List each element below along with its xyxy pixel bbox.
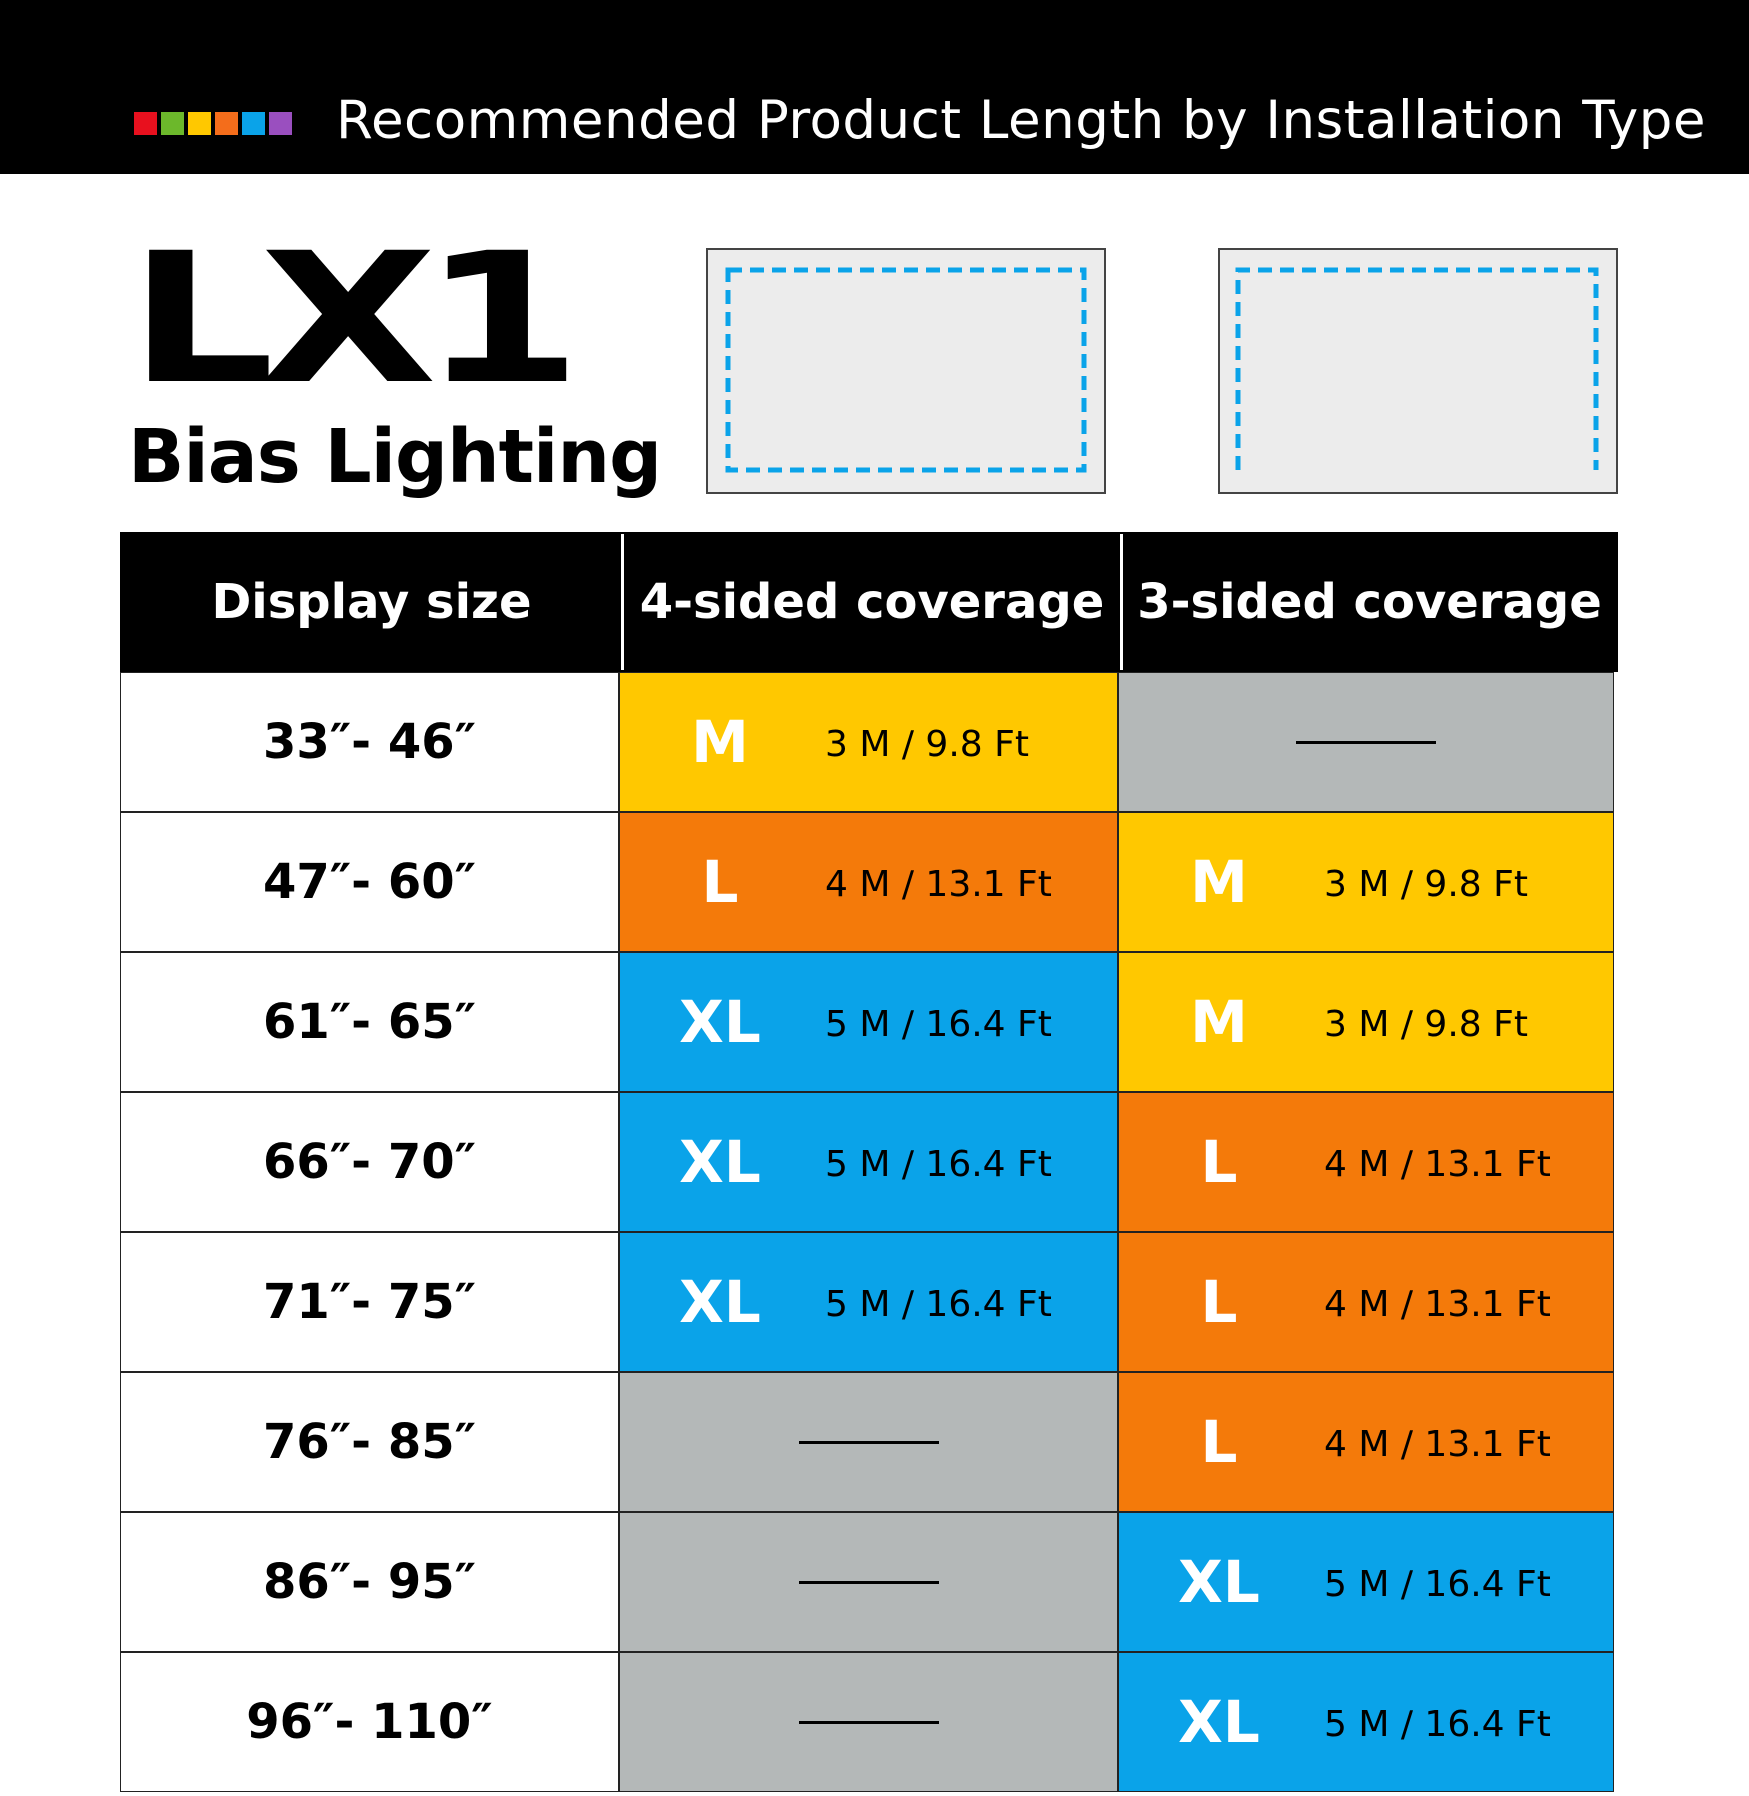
product-length: 5 M / 16.4 Ft [1324,1563,1551,1605]
product-length: 3 M / 9.8 Ft [1324,1003,1528,1045]
four-sided-dashed-outline-icon [725,267,1087,473]
3-sided-product-cell: M 3 M / 9.8 Ft [1118,812,1614,952]
3-sided-product-cell: M 3 M / 9.8 Ft [1118,952,1614,1092]
not-applicable-dash-icon [798,1720,939,1724]
product-size-code: L [1200,1268,1238,1336]
table-row: 86″- 95″ XL 5 M / 16.4 Ft [120,1512,1618,1652]
color-swatch [188,112,211,135]
display-size-cell: 66″- 70″ [120,1092,619,1232]
three-sided-diagram [1218,248,1618,494]
display-size-cell: 96″- 110″ [120,1652,619,1792]
4-sided-product-cell: XL 5 M / 16.4 Ft [619,952,1118,1092]
product-size-code: XL [1178,1688,1260,1756]
product-name: Bias Lighting [128,414,662,500]
product-size-code: M [691,708,749,776]
not-applicable-dash-icon [1296,740,1436,744]
table-row: 66″- 70″ XL 5 M / 16.4 Ft L 4 M / 13.1 Ft [120,1092,1618,1232]
color-swatch [242,112,265,135]
4-sided-product-cell: L 4 M / 13.1 Ft [619,812,1118,952]
3-sided-not-applicable-cell [1118,672,1614,812]
product-size-code: XL [679,988,761,1056]
header-4-sided: 4-sided coverage [621,534,1120,670]
product-size-code: XL [679,1268,761,1336]
sizing-table: Display size 4-sided coverage 3-sided co… [120,532,1618,1792]
header-3-sided: 3-sided coverage [1120,534,1616,670]
product-length: 5 M / 16.4 Ft [825,1143,1052,1185]
4-sided-product-cell: XL 5 M / 16.4 Ft [619,1092,1118,1232]
4-sided-product-cell: XL 5 M / 16.4 Ft [619,1232,1118,1372]
color-swatch [134,112,157,135]
product-length: 4 M / 13.1 Ft [1324,1423,1551,1465]
brand-logo: LX1 [128,215,582,424]
4-sided-product-cell: M 3 M / 9.8 Ft [619,672,1118,812]
product-length: 4 M / 13.1 Ft [1324,1283,1551,1325]
color-swatch [269,112,292,135]
page-title: Recommended Product Length by Installati… [336,90,1707,151]
product-size-code: L [701,848,739,916]
header-bar: Recommended Product Length by Installati… [0,0,1749,174]
product-length: 4 M / 13.1 Ft [1324,1143,1551,1185]
3-sided-product-cell: L 4 M / 13.1 Ft [1118,1092,1614,1232]
table-row: 61″- 65″ XL 5 M / 16.4 Ft M 3 M / 9.8 Ft [120,952,1618,1092]
4-sided-not-applicable-cell [619,1512,1118,1652]
product-length: 5 M / 16.4 Ft [825,1283,1052,1325]
display-size-cell: 71″- 75″ [120,1232,619,1372]
product-length: 3 M / 9.8 Ft [825,723,1029,765]
header-display-size: Display size [211,574,532,630]
four-sided-diagram [706,248,1106,494]
display-size-cell: 33″- 46″ [120,672,619,812]
display-size-cell: 47″- 60″ [120,812,619,952]
3-sided-product-cell: L 4 M / 13.1 Ft [1118,1232,1614,1372]
not-applicable-dash-icon [798,1440,939,1444]
color-swatch [161,112,184,135]
color-swatch [215,112,238,135]
product-length: 3 M / 9.8 Ft [1324,863,1528,905]
product-size-code: L [1200,1128,1238,1196]
color-swatches [134,112,292,135]
display-size-cell: 61″- 65″ [120,952,619,1092]
not-applicable-dash-icon [798,1580,939,1584]
product-length: 5 M / 16.4 Ft [825,1003,1052,1045]
4-sided-not-applicable-cell [619,1372,1118,1512]
product-length: 5 M / 16.4 Ft [1324,1703,1551,1745]
display-size-cell: 86″- 95″ [120,1512,619,1652]
table-row: 47″- 60″ L 4 M / 13.1 Ft M 3 M / 9.8 Ft [120,812,1618,952]
3-sided-product-cell: XL 5 M / 16.4 Ft [1118,1652,1614,1792]
table-row: 71″- 75″ XL 5 M / 16.4 Ft L 4 M / 13.1 Ft [120,1232,1618,1372]
product-size-code: XL [1178,1548,1260,1616]
table-row: 33″- 46″ M 3 M / 9.8 Ft [120,672,1618,812]
product-length: 4 M / 13.1 Ft [825,863,1052,905]
product-size-code: M [1190,988,1248,1056]
table-body: 33″- 46″ M 3 M / 9.8 Ft 47″- 60″ L 4 M / 13.1… [120,672,1618,1792]
table-row: 96″- 110″ XL 5 M / 16.4 Ft [120,1652,1618,1792]
4-sided-not-applicable-cell [619,1652,1118,1792]
display-size-cell: 76″- 85″ [120,1372,619,1512]
product-size-code: L [1200,1408,1238,1476]
table-header: Display size 4-sided coverage 3-sided co… [120,532,1618,672]
table-row: 76″- 85″ L 4 M / 13.1 Ft [120,1372,1618,1512]
three-sided-dashed-outline-icon [1235,267,1599,470]
3-sided-product-cell: L 4 M / 13.1 Ft [1118,1372,1614,1512]
product-size-code: XL [679,1128,761,1196]
product-size-code: M [1190,848,1248,916]
3-sided-product-cell: XL 5 M / 16.4 Ft [1118,1512,1614,1652]
